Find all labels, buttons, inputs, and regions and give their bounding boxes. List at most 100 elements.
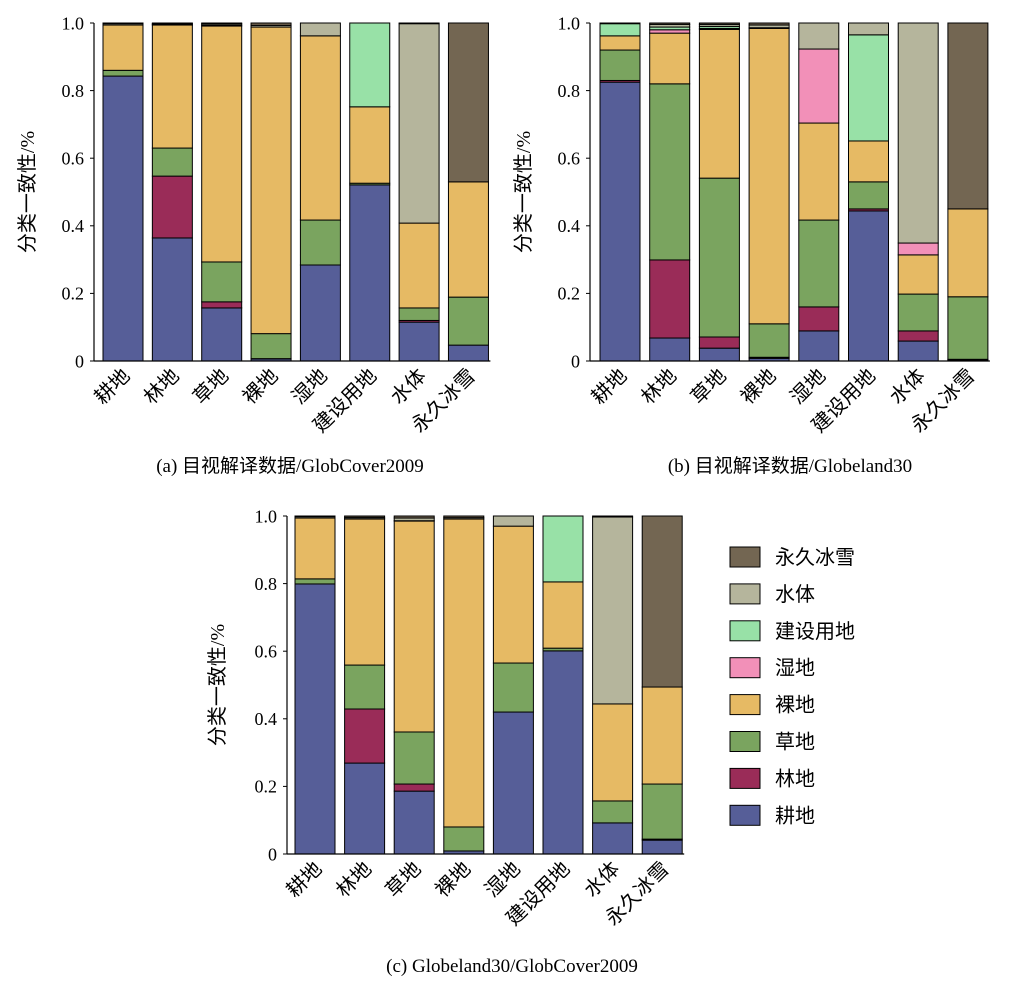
bar-segment-b-c6-s3 xyxy=(897,254,939,295)
bar-segment-c-c2-s1 xyxy=(393,783,435,792)
y-tick-label-a-5: 1.0 xyxy=(62,13,85,33)
y-tick-label-c-2: 0.4 xyxy=(255,709,278,729)
bar-segment-b-c0-s6 xyxy=(599,22,641,25)
bar-segment-a-c2-s0 xyxy=(201,307,243,362)
bar-segment-b-c4-s0 xyxy=(798,330,840,362)
x-category-label-c-0: 耕地 xyxy=(282,857,327,902)
bar-segment-b-c1-s4 xyxy=(649,29,691,34)
bar-segment-b-c7-s2 xyxy=(947,296,989,360)
x-category-label-b-0: 耕地 xyxy=(587,364,632,409)
x-category-label-b-4: 湿地 xyxy=(786,364,831,409)
x-category-label-a-4: 湿地 xyxy=(287,364,332,409)
bar-segment-a-c6-s6 xyxy=(398,23,440,224)
bar-segment-b-c4-s6 xyxy=(798,22,840,50)
x-category-label-b-1: 林地 xyxy=(637,364,682,409)
bar-segment-b-c2-s0 xyxy=(698,347,740,362)
x-category-label-a-6: 水体 xyxy=(386,364,431,409)
bar-segment-a-c7-s3 xyxy=(447,181,489,298)
bar-segment-a-c6-s2 xyxy=(398,307,440,321)
bar-segment-c-c2-s3 xyxy=(393,520,435,733)
bar-segment-b-c6-s0 xyxy=(897,340,939,362)
legend-label-1: 水体 xyxy=(775,583,815,606)
bar-segment-c-c4-s2 xyxy=(492,662,534,713)
bar-segment-b-c4-s3 xyxy=(798,122,840,221)
bar-segment-c-c3-s3 xyxy=(443,518,485,828)
bar-segment-c-c4-s3 xyxy=(492,525,534,664)
legend-label-7: 耕地 xyxy=(775,804,815,827)
bar-segment-a-c1-s2 xyxy=(151,147,193,177)
bar-segment-c-c7-s2 xyxy=(641,783,683,840)
y-tick-label-c-0: 0 xyxy=(268,844,277,864)
bar-segment-c-c2-s2 xyxy=(393,731,435,785)
bar-segment-a-c6-s3 xyxy=(398,222,440,309)
bar-segment-a-c0-s3 xyxy=(102,24,144,71)
y-tick-label-b-5: 1.0 xyxy=(558,13,581,33)
bar-segment-a-c7-s0 xyxy=(447,344,489,362)
bar-segment-a-c4-s3 xyxy=(299,35,341,221)
bar-segment-b-c6-s2 xyxy=(897,293,939,332)
bar-segment-c-c1-s0 xyxy=(344,762,386,855)
y-tick-label-a-3: 0.6 xyxy=(62,149,85,169)
bar-segment-c-c6-s3 xyxy=(592,703,634,802)
bar-segment-a-c3-s2 xyxy=(250,333,292,360)
y-tick-label-a-4: 0.8 xyxy=(62,81,85,101)
bar-segment-a-c3-s3 xyxy=(250,26,292,335)
y-axis-title-a: 分类一致性/% xyxy=(16,131,39,253)
legend-swatch-7 xyxy=(729,804,761,826)
legend-swatch-3 xyxy=(729,657,761,679)
x-category-label-a-0: 耕地 xyxy=(90,364,135,409)
bar-segment-b-c5-s0 xyxy=(848,210,889,362)
bar-segment-a-c1-s0 xyxy=(151,237,193,362)
bar-segment-c-c6-s7 xyxy=(592,515,634,518)
bar-segment-a-c2-s3 xyxy=(201,25,243,263)
bar-segment-a-c5-s5 xyxy=(349,22,391,108)
bar-segment-c-c6-s6 xyxy=(592,516,634,705)
bar-segment-a-c0-s2 xyxy=(102,69,144,77)
bar-segment-a-c2-s7 xyxy=(201,22,243,25)
bar-segment-c-c3-s7 xyxy=(443,515,485,519)
legend-swatch-2 xyxy=(729,620,761,642)
legend-label-0: 永久冰雪 xyxy=(775,546,855,569)
bar-segment-b-c0-s5 xyxy=(599,23,641,37)
x-category-label-b-6: 水体 xyxy=(885,364,930,409)
bar-segment-b-c5-s6 xyxy=(848,22,889,36)
bar-segment-a-c3-s7 xyxy=(250,22,292,26)
bar-segment-b-c5-s2 xyxy=(848,181,889,210)
bar-segment-b-c0-s3 xyxy=(599,35,641,51)
x-category-label-b-3: 裸地 xyxy=(736,364,781,409)
legend-label-4: 裸地 xyxy=(775,694,815,717)
y-tick-label-b-2: 0.4 xyxy=(558,216,581,236)
bar-segment-c-c4-s0 xyxy=(492,711,534,855)
legend-swatch-1 xyxy=(729,583,761,605)
y-tick-label-c-5: 1.0 xyxy=(255,506,278,526)
y-tick-label-a-2: 0.4 xyxy=(62,216,85,236)
bar-segment-a-c6-s0 xyxy=(398,321,440,362)
bar-segment-a-c2-s2 xyxy=(201,261,243,303)
x-category-label-c-2: 草地 xyxy=(381,857,426,902)
bar-segment-c-c0-s0 xyxy=(294,583,336,855)
y-axis-title-b: 分类一致性/% xyxy=(512,131,535,253)
bar-segment-c-c1-s3 xyxy=(344,518,386,666)
x-category-label-c-1: 林地 xyxy=(332,857,377,902)
y-axis-title-c: 分类一致性/% xyxy=(206,624,229,746)
legend-swatch-6 xyxy=(729,767,761,789)
bar-segment-b-c3-s3 xyxy=(748,27,790,325)
bar-segment-b-c1-s0 xyxy=(649,337,691,362)
bar-segment-c-c0-s7 xyxy=(294,515,336,518)
bar-segment-a-c1-s3 xyxy=(151,24,193,149)
y-tick-label-a-0: 0 xyxy=(75,351,84,371)
bar-segment-c-c7-s0 xyxy=(641,839,683,855)
bar-segment-b-c3-s2 xyxy=(748,323,790,358)
legend-swatch-0 xyxy=(729,546,761,568)
legend-swatch-5 xyxy=(729,731,761,752)
bar-segment-c-c4-s6 xyxy=(492,515,534,527)
bar-segment-b-c1-s3 xyxy=(649,32,691,85)
bar-segment-b-c4-s4 xyxy=(798,48,840,124)
bar-segment-a-c7-s2 xyxy=(447,296,489,346)
bar-segment-c-c0-s2 xyxy=(294,578,336,585)
bar-segment-b-c5-s3 xyxy=(848,140,889,183)
bar-segment-b-c7-s3 xyxy=(947,208,989,298)
